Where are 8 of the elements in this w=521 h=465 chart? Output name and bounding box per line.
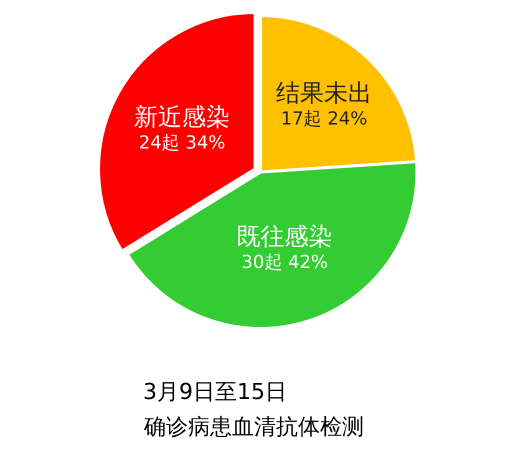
data-label: 30起 42% xyxy=(241,252,328,273)
slice-label: 新近感染 xyxy=(134,103,230,132)
data-label: 24起 34% xyxy=(138,132,226,154)
slice-label: 既往感染 xyxy=(236,222,333,250)
data-label: 17起 24% xyxy=(280,108,368,130)
slice-label: 结果未出 xyxy=(276,78,372,107)
text: 3月9日至15日 xyxy=(143,380,287,405)
text: 确诊病患血清抗体检测 xyxy=(143,415,364,440)
